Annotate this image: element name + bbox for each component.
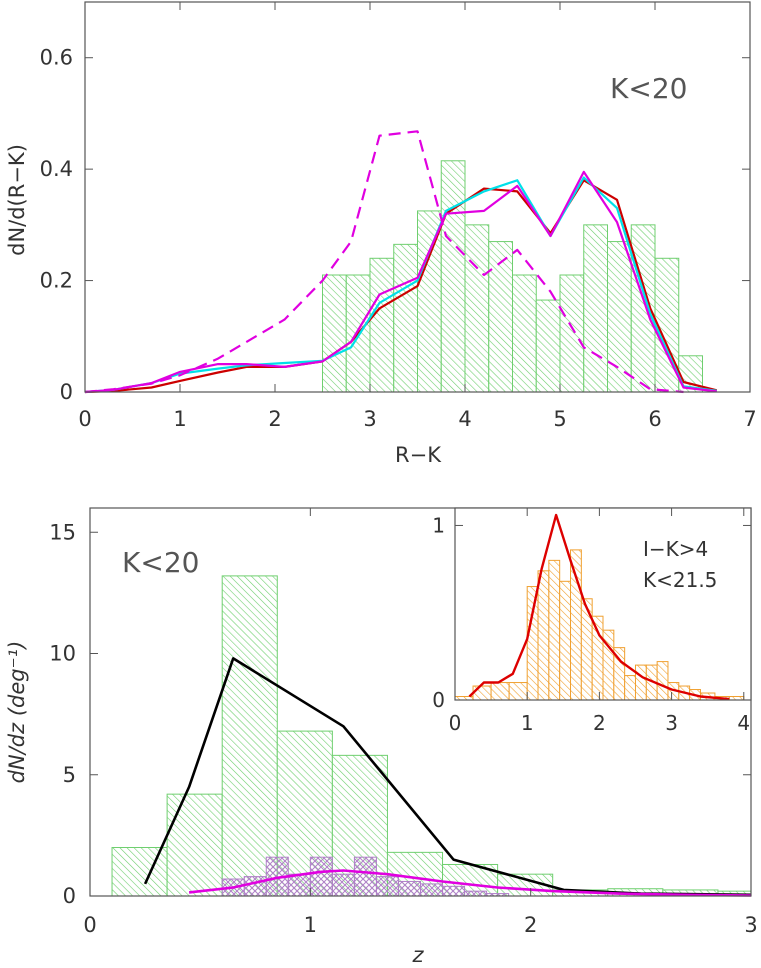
bottom-hist-secondary-bar bbox=[353, 856, 377, 897]
top-annotation: K<20 bbox=[610, 72, 687, 105]
inset-hist-bar bbox=[490, 682, 510, 701]
bottom-x-axis-label: z bbox=[411, 943, 424, 967]
inset-axis-ticks: 0 1 2 3 4 0 1 bbox=[432, 508, 751, 735]
bottom-hist-secondary-bar bbox=[331, 873, 355, 897]
top-y-axis-label: dN/d(R−K) bbox=[5, 144, 29, 256]
top-x-axis-label: R−K bbox=[395, 443, 442, 467]
top-y-tick-label: 0.4 bbox=[40, 157, 73, 181]
bottom-hist-observed-bar bbox=[221, 575, 278, 897]
top-x-tick-label: 3 bbox=[363, 407, 376, 431]
inset-x-tick-label: 0 bbox=[449, 711, 462, 735]
bottom-y-axis-label: dN/dz (deg⁻¹) bbox=[5, 641, 29, 784]
top-y-tick-label: 0 bbox=[60, 380, 73, 404]
top-x-tick-label: 5 bbox=[553, 407, 566, 431]
bottom-hist-secondary-bar bbox=[442, 885, 466, 897]
top-axis-ticks: 0 1 2 3 4 5 6 7 0 0.2 0.4 0.6 bbox=[40, 2, 757, 431]
top-hist-bar bbox=[393, 243, 418, 393]
top-histogram bbox=[322, 160, 703, 393]
inset-annotation-line-1: I−K>4 bbox=[643, 537, 708, 561]
bottom-y-tick-label: 15 bbox=[49, 520, 76, 544]
inset-x-tick-label: 4 bbox=[737, 711, 750, 735]
inset-hist-bar bbox=[548, 559, 561, 701]
inset-frame bbox=[454, 507, 752, 701]
inset-hist-bar bbox=[537, 570, 550, 701]
bottom-x-tick-label: 3 bbox=[744, 913, 757, 937]
top-x-tick-label: 2 bbox=[268, 407, 281, 431]
bottom-x-tick-label: 1 bbox=[304, 913, 317, 937]
top-hist-bar bbox=[535, 299, 561, 393]
top-series-line-3 bbox=[84, 130, 684, 394]
top-hist-bar bbox=[322, 274, 347, 393]
inset-hist-bar bbox=[472, 685, 492, 701]
bottom-y-tick-label: 10 bbox=[49, 642, 76, 666]
top-x-tick-label: 1 bbox=[173, 407, 186, 431]
top-hist-bar bbox=[559, 274, 585, 393]
inset-hist-bar bbox=[559, 580, 572, 701]
top-series-line-2 bbox=[84, 170, 717, 394]
top-x-tick-label: 6 bbox=[648, 407, 661, 431]
bottom-y-tick-label: 5 bbox=[63, 763, 76, 787]
top-panel: 0 1 2 3 4 5 6 7 0 0.2 0.4 0.6 K<20 R−K dN/d(R−K) bbox=[5, 1, 757, 467]
inset-annotation-line-2: K<21.5 bbox=[643, 568, 717, 592]
bottom-model-lines bbox=[143, 657, 752, 897]
inset-hist-bar bbox=[508, 682, 528, 701]
inset-series-line-0 bbox=[468, 513, 730, 701]
bottom-x-tick-label: 2 bbox=[524, 913, 537, 937]
top-hist-bar bbox=[583, 224, 608, 393]
bottom-hist-observed-bar bbox=[166, 793, 223, 897]
top-hist-bar bbox=[464, 224, 490, 393]
top-x-tick-label: 0 bbox=[78, 407, 91, 431]
top-hist-bar bbox=[488, 241, 513, 393]
inset-hist-bar bbox=[526, 586, 539, 701]
bottom-hist-secondary-bar bbox=[420, 883, 444, 897]
top-model-lines bbox=[84, 130, 718, 394]
bottom-hist-secondary-bar bbox=[309, 856, 333, 897]
top-hist-bar bbox=[440, 160, 466, 393]
bottom-y-tick-label: 0 bbox=[63, 884, 76, 908]
inset-x-tick-label: 2 bbox=[593, 711, 606, 735]
inset-hist-bar bbox=[656, 661, 669, 701]
inset-hist-bar bbox=[634, 664, 647, 701]
bottom-x-tick-label: 0 bbox=[83, 913, 96, 937]
top-hist-bar bbox=[512, 274, 537, 393]
inset-hist-bar bbox=[624, 675, 636, 701]
bottom-hist-secondary-bar bbox=[464, 890, 488, 897]
top-plot-frame bbox=[84, 1, 751, 393]
inset-y-tick-label: 1 bbox=[432, 513, 445, 537]
top-hist-bar bbox=[369, 257, 395, 393]
bottom-hist-secondary-bar bbox=[397, 880, 422, 897]
top-hist-bar bbox=[607, 241, 632, 393]
top-hist-bar bbox=[417, 210, 442, 393]
top-x-tick-label: 7 bbox=[743, 407, 756, 431]
bottom-hist-secondary-bar bbox=[287, 873, 311, 897]
top-series-line-0 bbox=[84, 179, 718, 394]
bottom-hist-secondary-bar bbox=[243, 876, 267, 897]
bottom-hist-secondary-bar bbox=[375, 876, 399, 897]
bottom-plot-frame bbox=[89, 507, 752, 897]
inset-y-tick-label: 0 bbox=[432, 688, 445, 712]
inset-x-tick-label: 1 bbox=[521, 711, 534, 735]
top-x-tick-label: 4 bbox=[458, 407, 471, 431]
top-y-tick-label: 0.6 bbox=[40, 46, 73, 70]
bottom-series-line-1 bbox=[188, 869, 752, 897]
inset-panel: 0 1 2 3 4 0 1 I−K>4 K<21.5 bbox=[432, 507, 752, 735]
inset-model-lines bbox=[468, 513, 730, 701]
inset-hist-bar bbox=[570, 549, 582, 701]
top-y-tick-label: 0.2 bbox=[40, 269, 73, 293]
inset-x-tick-label: 3 bbox=[665, 711, 678, 735]
bottom-annotation: K<20 bbox=[122, 546, 199, 579]
